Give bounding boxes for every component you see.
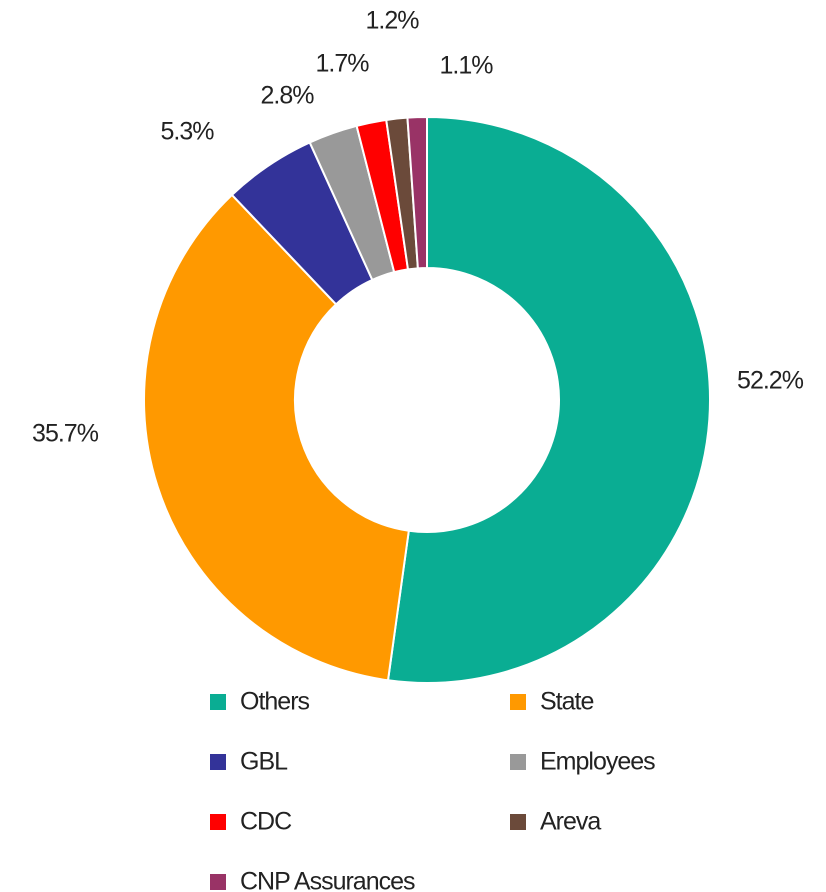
data-label: 1.1% — [440, 52, 494, 80]
legend-label: Employees — [540, 748, 655, 776]
legend-swatch — [510, 814, 526, 830]
slice — [143, 193, 410, 682]
legend-swatch — [210, 874, 226, 890]
legend-label: GBL — [240, 748, 288, 776]
data-label: 2.8% — [261, 82, 315, 110]
slice — [406, 115, 428, 270]
data-label: 5.3% — [161, 118, 215, 146]
legend-swatch — [210, 694, 226, 710]
data-label: 52.2% — [737, 367, 804, 395]
data-label: 35.7% — [32, 420, 99, 448]
data-label: 1.7% — [316, 50, 370, 78]
slice — [386, 115, 711, 684]
legend-swatch — [510, 754, 526, 770]
legend-label: Others — [240, 688, 310, 716]
data-label: 1.2% — [366, 7, 420, 35]
legend-label: CNP Assurances — [240, 868, 415, 892]
legend-swatch — [510, 694, 526, 710]
legend-label: Areva — [540, 808, 601, 836]
legend-swatch — [210, 754, 226, 770]
legend-label: CDC — [240, 808, 292, 836]
legend-swatch — [210, 814, 226, 830]
legend-label: State — [540, 688, 593, 716]
